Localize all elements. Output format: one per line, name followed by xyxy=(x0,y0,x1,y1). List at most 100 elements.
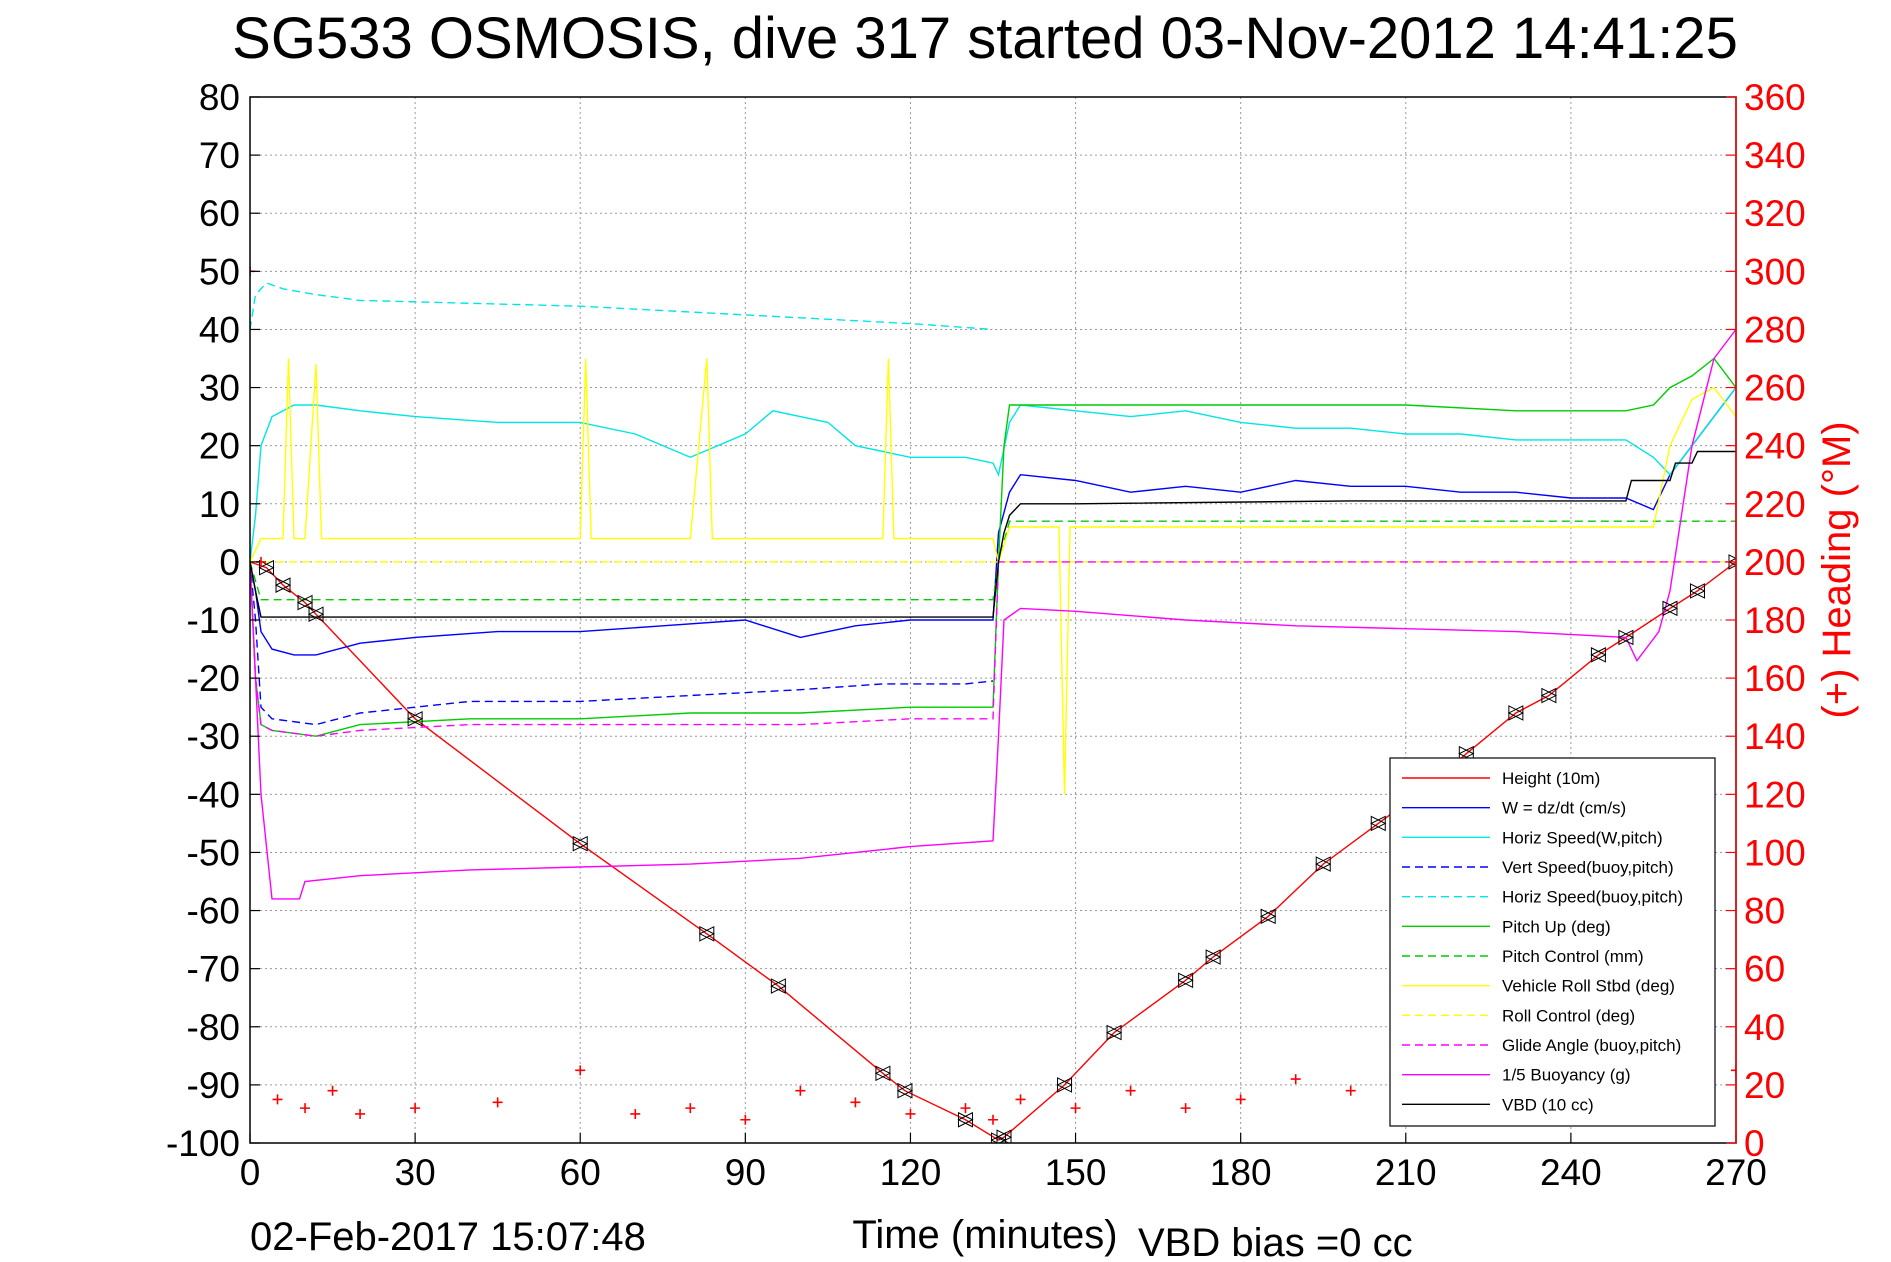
heading-point xyxy=(1290,1074,1301,1085)
height-marker xyxy=(1689,583,1705,599)
series-line xyxy=(250,328,1736,900)
y-tick-label: -100 xyxy=(166,1123,240,1164)
heading-point xyxy=(988,1114,998,1125)
heading-point xyxy=(355,1108,366,1119)
y-tick-label: 20 xyxy=(199,426,240,467)
heading-point xyxy=(492,1097,503,1108)
height-marker xyxy=(1590,647,1606,663)
y-tick-label: 10 xyxy=(199,484,240,525)
heading-point xyxy=(1345,1085,1356,1096)
series-line xyxy=(250,561,994,726)
tick-layer: 0 30 60 90 120 150 180 210 240 270 80 70 60 50 40 30 20 1… xyxy=(166,77,1806,1193)
y-right-tick-label: 80 xyxy=(1744,891,1785,932)
y-tick-label: -20 xyxy=(187,658,240,699)
x-tick-label: 120 xyxy=(880,1152,942,1193)
y-tick-label: -70 xyxy=(187,949,240,990)
legend-entry: Pitch Control (mm) xyxy=(1502,947,1644,966)
heading-point xyxy=(272,1094,283,1105)
height-marker xyxy=(1540,687,1557,704)
series-line xyxy=(250,387,1736,656)
height-marker xyxy=(572,835,588,852)
y-tick-label: -90 xyxy=(187,1065,240,1106)
series-group xyxy=(250,266,1736,1143)
heading-point xyxy=(1180,1103,1191,1114)
height-marker xyxy=(1617,629,1634,646)
legend-entry: Horiz Speed(W,pitch) xyxy=(1502,828,1663,847)
legend-entry: Vert Speed(buoy,pitch) xyxy=(1502,858,1674,877)
series-line xyxy=(250,561,1736,737)
y-tick-label: 30 xyxy=(199,368,240,409)
heading-point xyxy=(960,1103,971,1114)
chart-title: SG533 OSMOSIS, dive 317 started 03-Nov-2… xyxy=(232,6,1738,71)
heading-point xyxy=(795,1085,806,1096)
series-line xyxy=(250,450,1736,618)
x-tick-label: 180 xyxy=(1210,1152,1272,1193)
series-line xyxy=(250,358,1736,795)
legend-entry: Roll Control (deg) xyxy=(1502,1006,1635,1025)
y-tick-label: 60 xyxy=(199,193,240,234)
heading-point xyxy=(1015,1094,1026,1105)
series-line xyxy=(250,282,994,331)
legend-entry: W = dz/dt (cm/s) xyxy=(1502,799,1626,818)
heading-point xyxy=(1070,1103,1081,1114)
y-tick-label: 80 xyxy=(199,77,240,118)
height-marker xyxy=(1458,745,1474,762)
legend-entry: Height (10m) xyxy=(1502,769,1600,788)
y-tick-label: 0 xyxy=(219,542,240,583)
y-tick-label: -60 xyxy=(187,891,240,932)
timestamp-footer: 02-Feb-2017 15:07:48 xyxy=(250,1215,646,1259)
heading-point xyxy=(1235,1094,1246,1105)
y-right-tick-label: 40 xyxy=(1744,1007,1785,1048)
height-marker xyxy=(770,978,786,994)
heading-point xyxy=(575,1065,586,1076)
x-tick-label: 270 xyxy=(1705,1152,1767,1193)
heading-point xyxy=(1731,1065,1736,1076)
y-right-tick-label: 220 xyxy=(1744,484,1806,525)
height-marker xyxy=(698,925,715,942)
series-line xyxy=(250,520,1736,601)
height-marker xyxy=(1661,600,1678,617)
x-tick-label: 0 xyxy=(240,1152,261,1193)
heading-point xyxy=(1125,1085,1136,1096)
y-right-tick-label: 340 xyxy=(1744,135,1806,176)
height-marker xyxy=(896,1082,913,1099)
y-tick-label: 50 xyxy=(199,251,240,292)
height-marker xyxy=(995,1129,1012,1143)
legend-entry: Pitch Up (deg) xyxy=(1502,917,1611,936)
y-tick-label: -80 xyxy=(187,1007,240,1048)
y-right-tick-label: 60 xyxy=(1744,949,1785,990)
x-axis-label: Time (minutes) xyxy=(852,1213,1117,1257)
vbd-bias-footer: VBD bias =0 cc xyxy=(1138,1221,1413,1262)
height-marker xyxy=(1105,1024,1122,1041)
x-tick-label: 30 xyxy=(395,1152,436,1193)
height-marker xyxy=(274,577,291,593)
y-right-tick-label: 100 xyxy=(1744,832,1806,873)
y-right-tick-label: 300 xyxy=(1744,251,1806,292)
heading-point xyxy=(685,1103,696,1114)
height-marker xyxy=(1507,705,1524,721)
height-marker xyxy=(296,594,313,611)
height-marker xyxy=(1260,908,1276,925)
legend-entry: Glide Angle (buoy,pitch) xyxy=(1502,1036,1681,1055)
y-right-tick-label: 140 xyxy=(1744,716,1806,757)
legend-entry: Vehicle Roll Stbd (deg) xyxy=(1502,977,1675,996)
legend: Height (10m) W = dz/dt (cm/s) Horiz Speed(… xyxy=(1389,757,1716,1127)
series-line xyxy=(250,561,1736,1141)
x-tick-label: 240 xyxy=(1540,1152,1602,1193)
heading-point xyxy=(905,1108,916,1119)
y-right-tick-label: 0 xyxy=(1744,1123,1765,1164)
y-tick-label: -30 xyxy=(187,716,240,757)
y-tick-label: -10 xyxy=(187,600,240,641)
heading-point xyxy=(327,1085,338,1096)
x-tick-label: 210 xyxy=(1375,1152,1437,1193)
legend-entry: Horiz Speed(buoy,pitch) xyxy=(1502,888,1683,907)
y-right-tick-label: 280 xyxy=(1744,309,1806,350)
height-marker xyxy=(874,1065,891,1082)
heading-point xyxy=(740,1114,751,1125)
y-right-tick-label: 360 xyxy=(1744,77,1806,118)
y-right-tick-label: 160 xyxy=(1744,658,1806,699)
y-axis-right-label: (+) Heading (°M) xyxy=(1815,421,1859,718)
height-marker xyxy=(1315,856,1331,872)
legend-box xyxy=(1389,757,1716,1127)
